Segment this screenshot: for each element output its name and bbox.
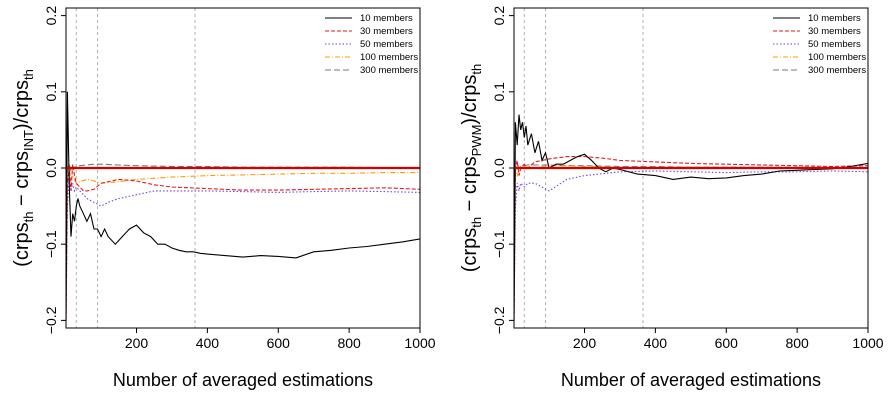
series-line-100-members <box>514 165 868 321</box>
x-axis-label: Number of averaged estimations <box>561 370 821 390</box>
series-line-30-members <box>66 164 420 321</box>
x-tick-label: 200 <box>125 335 149 351</box>
y-label-text: − crps <box>11 151 33 212</box>
x-tick-label: 600 <box>267 335 291 351</box>
legend-label: 10 members <box>360 13 413 24</box>
y-label-text: )/crps <box>459 75 481 125</box>
x-tick-label: 800 <box>337 335 361 351</box>
y-axis-label: (crpsth − crpsPWM)/crpsth <box>459 64 484 273</box>
y-label-text: (crps <box>11 222 33 266</box>
x-tick-label: 200 <box>573 335 597 351</box>
x-tick-label: 1000 <box>404 335 435 351</box>
y-label-text: − crps <box>459 156 481 217</box>
y-tick-label: 0.0 <box>491 158 507 178</box>
y-tick-label: 0.1 <box>491 82 507 102</box>
series-line-50-members <box>66 175 420 321</box>
series-line-100-members <box>66 162 420 321</box>
x-axis-label: Number of averaged estimations <box>113 370 373 390</box>
legend-label: 50 members <box>360 39 413 50</box>
series-group <box>514 114 868 321</box>
series-line-300-members <box>66 162 420 245</box>
series-line-10-members <box>514 114 868 321</box>
series-line-30-members <box>514 156 868 321</box>
y-tick-label: 0.1 <box>43 82 59 102</box>
y-label-text: (crps <box>459 228 481 272</box>
y-label-text: )/crps <box>11 80 33 130</box>
y-tick-label: −0.2 <box>491 306 507 334</box>
legend-label: 300 members <box>360 65 418 76</box>
y-tick-label: 0.2 <box>43 6 59 26</box>
legend-label: 30 members <box>360 26 413 37</box>
y-label-subscript: th <box>469 217 484 228</box>
legend-label: 50 members <box>808 39 861 50</box>
legend-label: 100 members <box>360 52 418 63</box>
y-label-subscript: th <box>21 69 36 80</box>
y-label-subscript: INT <box>21 130 36 151</box>
series-line-10-members <box>66 91 420 321</box>
x-tick-label: 800 <box>785 335 809 351</box>
y-label-subscript: th <box>21 212 36 223</box>
series-line-300-members <box>514 162 868 245</box>
legend-label: 10 members <box>808 13 861 24</box>
series-group <box>66 91 420 321</box>
x-tick-label: 600 <box>715 335 739 351</box>
y-tick-label: −0.1 <box>43 230 59 258</box>
chart-panel-2: 200 400 600 800 1000 −0.2 −0.1 0.0 0.1 0.2 Number … <box>459 6 884 390</box>
x-tick-label: 1000 <box>852 335 883 351</box>
y-label-subscript: th <box>469 64 484 75</box>
legend: 10 members 30 members 50 members 100 member… <box>773 13 866 76</box>
y-axis-label: (crpsth − crpsINT)/crpsth <box>11 69 36 267</box>
y-tick-label: −0.1 <box>491 230 507 258</box>
series-line-50-members <box>514 170 868 321</box>
x-tick-label: 400 <box>644 335 668 351</box>
y-tick-label: 0.0 <box>43 158 59 178</box>
y-label-subscript: PWM <box>469 125 484 157</box>
legend-label: 30 members <box>808 26 861 37</box>
chart-panel-1: 200 400 600 800 1000 −0.2 −0.1 0.0 0.1 0.2 Number … <box>11 6 436 390</box>
legend-label: 100 members <box>808 52 866 63</box>
y-tick-label: 0.2 <box>491 6 507 26</box>
y-tick-label: −0.2 <box>43 306 59 334</box>
x-tick-label: 400 <box>196 335 220 351</box>
legend: 10 members 30 members 50 members 100 member… <box>325 13 418 76</box>
legend-label: 300 members <box>808 65 866 76</box>
